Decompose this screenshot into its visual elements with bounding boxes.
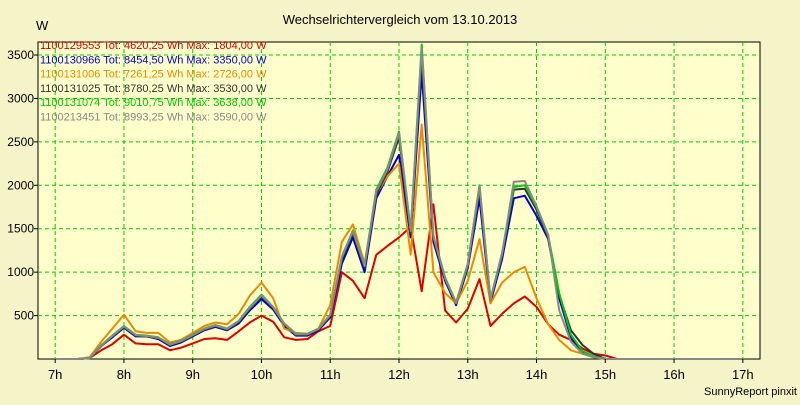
y-tick-label: 3500 <box>7 48 34 62</box>
x-tick-label: 11h <box>320 367 341 382</box>
footer-credit: SunnyReport pinxit <box>704 386 797 398</box>
x-tick-label: 10h <box>251 367 273 382</box>
y-tick-label: 2000 <box>7 178 34 192</box>
legend-entry-1100131025: 1100131025 Tot: 8780,25 Wh Max: 3530,00 … <box>40 83 267 95</box>
legend-entry-1100129553: 1100129553 Tot: 4620,25 Wh Max: 1804,00 … <box>40 40 267 52</box>
y-tick-label: 1500 <box>7 222 34 236</box>
x-tick-label: 12h <box>388 367 410 382</box>
x-tick-label: 14h <box>526 367 548 382</box>
x-tick-label: 17h <box>732 367 754 382</box>
x-tick-label: 15h <box>594 367 616 382</box>
y-tick-label: 3000 <box>7 91 34 105</box>
x-tick-label: 9h <box>185 367 199 382</box>
y-axis-unit: W <box>36 18 49 33</box>
legend-entry-1100130966: 1100130966 Tot: 8454,50 Wh Max: 3350,00 … <box>40 54 267 66</box>
y-tick-label: 1000 <box>7 265 34 279</box>
x-tick-label: 13h <box>457 367 479 382</box>
legend-entry-1100131074: 1100131074 Tot: 9010,75 Wh Max: 3638,00 … <box>40 97 267 109</box>
y-tick-label: 500 <box>14 309 34 323</box>
legend-entry-1100131006: 1100131006 Tot: 7261,25 Wh Max: 2726,00 … <box>40 69 267 81</box>
x-tick-label: 7h <box>48 367 62 382</box>
chart-title: Wechselrichtervergleich vom 13.10.2013 <box>283 12 518 27</box>
x-tick-label: 16h <box>663 367 685 382</box>
legend-entry-1100213451: 1100213451 Tot: 8993,25 Wh Max: 3590,00 … <box>40 112 267 124</box>
x-tick-label: 8h <box>117 367 131 382</box>
y-tick-label: 2500 <box>7 135 34 149</box>
series-line-1100213451 <box>55 47 743 360</box>
